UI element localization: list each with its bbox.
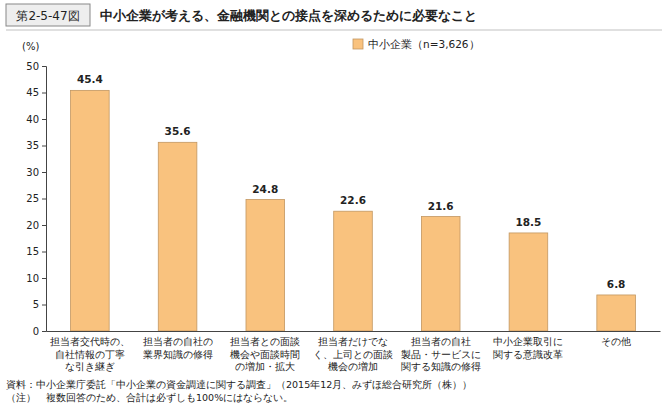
- x-tick-label: 担当者だけでなく、上司との面談機会の増加: [313, 336, 393, 372]
- y-tick: 15: [26, 246, 46, 257]
- legend-label: 中小企業（n=3,626）: [368, 38, 480, 50]
- y-tick: 20: [26, 220, 46, 231]
- x-axis-line: [47, 331, 661, 332]
- x-tick-label: その他: [601, 336, 631, 347]
- bar: [71, 90, 110, 331]
- y-axis: 0 5 10 15 20 25 30 35 40 45 50: [26, 61, 46, 337]
- x-tick-label: 担当者との面談機会や面談時間の増加・拡大: [230, 336, 300, 372]
- y-tick-mark: [42, 172, 46, 173]
- y-tick: 40: [26, 114, 46, 125]
- y-tick-mark: [42, 199, 46, 200]
- title: 中小企業が考える、金融機関との接点を深めるために必要なこと: [100, 8, 477, 23]
- y-tick-mark: [42, 331, 46, 332]
- y-tick: 50: [26, 61, 46, 72]
- x-tick-label-line: 担当者の自社の: [143, 336, 213, 347]
- y-tick: 30: [26, 167, 46, 178]
- header-rule: [6, 30, 662, 31]
- x-tick-label-line: 担当者だけでな: [318, 336, 388, 347]
- y-tick-label: 50: [26, 61, 39, 72]
- x-tick-label-line: 機会の増加: [328, 361, 378, 372]
- x-tick-label-line: 中小企業取引に: [493, 336, 563, 347]
- data-label: 35.6: [165, 125, 191, 137]
- data-label: 21.6: [428, 200, 454, 212]
- x-tick-label: 中小企業取引に関する意識改革: [493, 336, 563, 360]
- x-tick-label-line: 担当者との面談: [230, 336, 300, 347]
- bar: [509, 233, 548, 331]
- bar: [246, 200, 285, 331]
- chart-svg: 第2-5-47図 中小企業が考える、金融機関との接点を深めるために必要なこと (%)…: [0, 0, 668, 408]
- x-tick-label-line: 製品・サービスに: [401, 349, 481, 360]
- legend: 中小企業（n=3,626）: [353, 38, 480, 50]
- x-tick-label-line: な引き継ぎ: [65, 361, 115, 372]
- figure-number-box: [6, 4, 90, 26]
- y-tick-label: 25: [26, 193, 39, 204]
- y-tick-label: 30: [26, 167, 39, 178]
- annotation: 資料：中小企業庁委託「中小企業の資金調達に関する調査」（2015年12月、みずほ…: [6, 379, 472, 391]
- legend-swatch: [353, 39, 363, 49]
- x-axis: [47, 331, 661, 333]
- x-tick-label-line: その他: [601, 336, 631, 347]
- data-label: 24.8: [252, 183, 278, 195]
- y-tick-label: 35: [26, 140, 39, 151]
- y-tick-label: 20: [26, 220, 39, 231]
- y-tick: 10: [26, 273, 46, 284]
- x-tick-label-line: 機会や面談時間: [230, 349, 300, 360]
- y-tick-label: 15: [26, 246, 39, 257]
- x-tick-label: 担当者交代時の、自社情報の丁寧な引き継ぎ: [50, 336, 130, 372]
- y-tick-label: 10: [26, 273, 39, 284]
- data-label: 22.6: [340, 194, 366, 206]
- y-tick: 25: [26, 193, 46, 204]
- x-tick-label-line: の増加・拡大: [235, 361, 295, 372]
- y-tick-label: 5: [33, 299, 39, 310]
- y-tick-mark: [42, 119, 46, 120]
- y-tick: 5: [33, 299, 46, 310]
- y-tick: 0: [33, 326, 46, 337]
- bar: [421, 217, 460, 331]
- y-tick-mark: [42, 225, 46, 226]
- x-tick-label: 担当者の自社の業界知識の修得: [143, 336, 213, 360]
- x-tick-label-line: 担当者の自社: [411, 336, 471, 347]
- figure-number: 第2-5-47図: [16, 9, 79, 23]
- y-tick-mark: [42, 305, 46, 306]
- y-tick: 45: [26, 87, 46, 98]
- y-axis-label: (%): [22, 41, 39, 52]
- y-tick-mark: [42, 278, 46, 279]
- y-tick-mark: [42, 252, 46, 253]
- y-tick-mark: [42, 146, 46, 147]
- x-tick-label-line: 自社情報の丁寧: [55, 349, 125, 360]
- x-tick-label-line: く、上司との面談: [313, 349, 393, 360]
- y-tick-mark: [42, 66, 46, 67]
- annotation: （注） 複数回答のため、合計は必ずしも100%にはならない。: [6, 392, 293, 404]
- data-label: 18.5: [515, 216, 541, 228]
- y-tick-label: 0: [33, 326, 39, 337]
- bar: [334, 211, 373, 331]
- data-label: 6.8: [607, 278, 626, 290]
- data-label: 45.4: [77, 73, 103, 85]
- y-tick-label: 40: [26, 114, 39, 125]
- y-tick-label: 45: [26, 87, 39, 98]
- x-tick-label-line: 関する知識の修得: [401, 361, 481, 372]
- bars: [71, 90, 636, 331]
- bar: [597, 295, 636, 331]
- data-labels: 45.4 35.6 24.8 22.6 21.6 18.5 6.8: [77, 73, 626, 290]
- bar: [158, 142, 197, 331]
- annotations: 資料：中小企業庁委託「中小企業の資金調達に関する調査」（2015年12月、みずほ…: [6, 379, 472, 404]
- y-tick: 35: [26, 140, 46, 151]
- x-tick-label-line: 担当者交代時の、: [50, 336, 130, 347]
- x-tick-label-line: 関する意識改革: [493, 349, 563, 360]
- x-tick-label: 担当者の自社製品・サービスに関する知識の修得: [401, 336, 481, 372]
- y-tick-mark: [42, 93, 46, 94]
- y-axis-line: [42, 67, 47, 332]
- x-tick-label-line: 業界知識の修得: [143, 349, 213, 360]
- x-tick-labels: 担当者交代時の、自社情報の丁寧な引き継ぎ担当者の自社の業界知識の修得担当者との面…: [50, 336, 631, 372]
